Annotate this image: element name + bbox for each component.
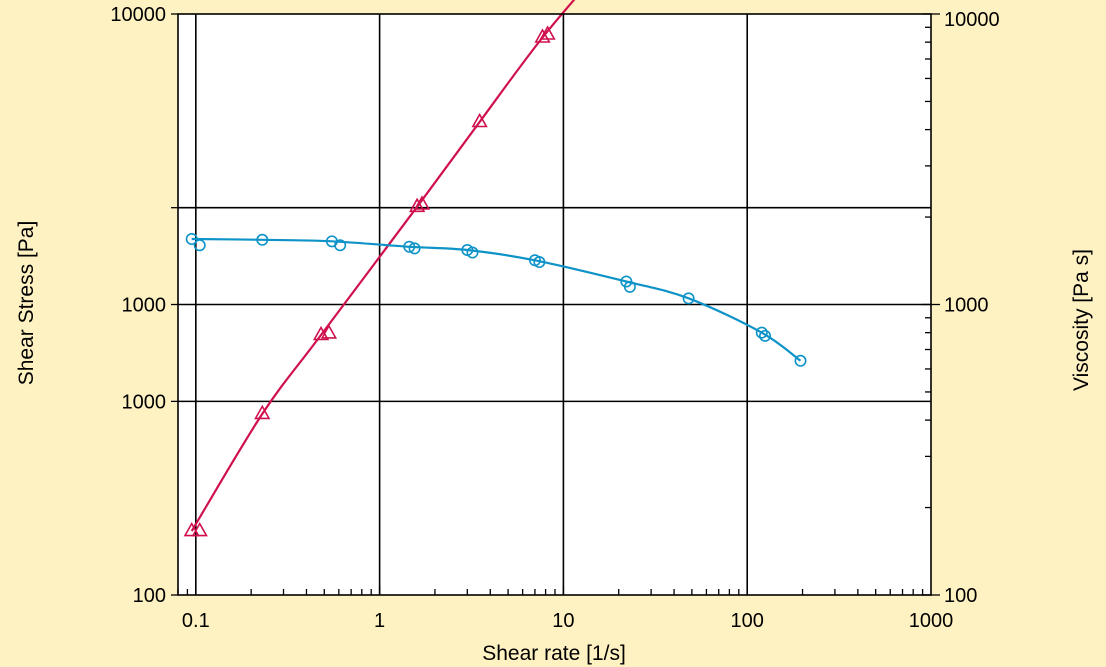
x-tick-label: 1000 [909,610,954,632]
circle-marker [533,256,546,269]
x-tick-label: 0.1 [182,610,210,632]
circle-marker [334,239,347,252]
x-axis-title: Shear rate [1/s] [482,642,626,665]
y-tick-label: 100 [133,585,166,607]
y2-axis-title: Viscosity [Pa s] [1070,249,1093,391]
y-tick-label: 1000 [122,391,167,413]
x-tick-label: 10 [552,610,574,632]
circle-marker [759,329,772,342]
axis-ticks [171,13,940,596]
triangle-series-curve [190,0,576,532]
tick-labels: 0.1 1 10 100 1000 100 1000 1000 10000 100 1000 1000… [110,4,999,632]
circle-marker [755,326,768,339]
grid [178,14,931,595]
triangle-marker [183,521,200,537]
data-markers [183,25,807,537]
triangle-marker [191,521,208,537]
circle-marker [623,280,636,293]
y-axis-title: Shear Stress [Pa] [15,221,38,386]
y2-tick-label: 10000 [944,9,1000,31]
x-tick-label: 1 [374,610,385,632]
y-tick-label: 10000 [110,4,166,26]
triangle-marker [413,195,431,210]
circle-marker [256,233,269,246]
triangle-marker [320,324,338,339]
circle-marker [193,239,206,252]
circle-series-curve [191,237,802,362]
triangle-marker [534,28,551,43]
y-tick-label: 1000 [122,295,167,317]
triangle-marker [254,404,271,420]
x-tick-label: 100 [731,610,764,632]
y2-tick-label: 100 [944,585,977,607]
y2-tick-label: 1000 [944,295,989,317]
circle-marker [403,240,416,253]
circle-marker [794,354,807,367]
circle-marker [682,292,695,305]
triangle-marker [409,197,426,213]
triangle-marker [539,25,556,40]
circle-marker [408,242,421,255]
circle-marker [466,246,479,259]
triangle-marker [471,112,488,128]
circle-marker [185,233,198,246]
fit-curves [190,0,802,532]
